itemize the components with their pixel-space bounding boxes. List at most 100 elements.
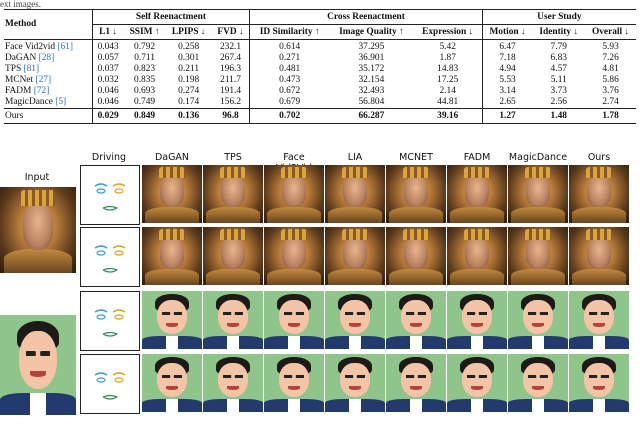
citation-link[interactable]: [72]: [33, 86, 50, 96]
result-image: [325, 291, 385, 349]
result-image: [569, 165, 629, 223]
value-cell: 66.287: [329, 108, 414, 124]
value-cell: 2.74: [602, 97, 619, 107]
citation-link[interactable]: [28]: [38, 53, 55, 63]
value-cell: 0.749: [134, 97, 156, 107]
method-label: TPS: [224, 152, 242, 163]
result-image: [508, 227, 568, 285]
value-cell: 3.73: [550, 86, 567, 96]
value-cell: 1.48: [532, 108, 586, 124]
value-cell: 3.76: [602, 86, 619, 96]
input-image-cartoon: [0, 315, 76, 415]
group-user-study: User Study: [481, 9, 636, 25]
method-header: Method: [4, 9, 93, 40]
value-cell: 37.295: [358, 42, 385, 52]
result-image: [203, 227, 263, 285]
col-overall: Overall ↓: [585, 24, 636, 40]
method-name: Ours: [5, 110, 24, 121]
method-name: FADM: [5, 86, 32, 96]
result-image: [386, 165, 446, 223]
table-row: FADM [72] 0.046 0.693 0.274 191.4 0.672 32.493…: [4, 86, 636, 97]
value-cell: 96.8: [211, 108, 250, 124]
value-cell: 0.849: [123, 108, 166, 124]
table-row: Face Vid2vid [61] 0.043 0.792 0.258 232.1 0.6…: [4, 39, 636, 54]
driving-label: Driving: [91, 152, 127, 163]
result-image: [386, 227, 446, 285]
method-name-cell: MagicDance [5]: [4, 97, 92, 109]
value-cell: 0.679: [249, 97, 330, 109]
value-cell: 0.136: [165, 108, 212, 124]
result-image: [447, 227, 507, 285]
input-label: Input: [24, 172, 50, 183]
result-image: [142, 227, 202, 285]
value-cell: 267.4: [219, 53, 242, 63]
citation-link[interactable]: [27]: [35, 75, 52, 85]
value-cell: 5.93: [602, 42, 619, 52]
table-row: TPS [81] 0.037 0.823 0.211 196.3 0.481 35.172 1…: [4, 64, 636, 75]
citation-link[interactable]: [61]: [57, 42, 74, 52]
table-body: Face Vid2vid [61] 0.043 0.792 0.258 232.1 0.6…: [4, 39, 636, 124]
method-name-cell: FADM [72]: [4, 86, 92, 97]
method-name-cell: Face Vid2vid [61]: [4, 40, 92, 54]
value-cell: 0.174: [178, 97, 200, 107]
value-cell: 35.172: [358, 64, 385, 74]
value-cell: 0.037: [91, 64, 124, 75]
result-image: [569, 291, 629, 349]
result-image: [325, 227, 385, 285]
col-fvd: FVD ↓: [211, 24, 250, 40]
method-name: MCNet: [5, 75, 34, 85]
value-cell: 44.81: [437, 97, 459, 107]
result-image: [508, 354, 568, 412]
driving-landmarks-image: [80, 291, 140, 351]
result-image: [386, 291, 446, 349]
group-self-reenactment: Self Reenactment: [91, 9, 250, 25]
result-image: [264, 227, 324, 285]
value-cell: 1.87: [439, 53, 456, 63]
method-name: MagicDance: [5, 97, 53, 107]
method-name: DaGAN: [5, 53, 37, 63]
table-group-header: Method Self Reenactment Cross Reenactmen…: [4, 9, 636, 40]
method-name: Face Vid2vid: [5, 42, 56, 52]
value-cell: 0.211: [178, 64, 200, 74]
citation-link[interactable]: [5]: [55, 97, 67, 107]
group-cross-reenactment: Cross Reenactment: [249, 9, 483, 25]
result-image: [569, 227, 629, 285]
result-image: [508, 165, 568, 223]
result-image: [203, 354, 263, 412]
result-image: [142, 354, 202, 412]
result-image: [447, 291, 507, 349]
result-image: [203, 165, 263, 223]
value-cell: 0.198: [178, 75, 200, 85]
result-image: [508, 291, 568, 349]
table-row: MagicDance [5] 0.046 0.749 0.174 156.2 0.679 5…: [4, 97, 636, 109]
value-cell: 7.18: [481, 53, 533, 64]
method-label: MCNET: [399, 152, 433, 163]
value-cell: 56.804: [358, 97, 385, 107]
driving-landmarks-image: [80, 165, 140, 225]
value-cell: 156.2: [219, 97, 242, 107]
value-cell: 17.25: [437, 75, 459, 85]
col-image-quality: Image Quality ↑: [329, 24, 414, 40]
result-image: [264, 354, 324, 412]
value-cell: 0.274: [178, 86, 200, 96]
value-cell: 0.043: [91, 39, 124, 53]
method-label: MagicDance: [508, 152, 568, 163]
col-motion: Motion ↓: [481, 24, 533, 40]
value-cell: 1.78: [585, 108, 636, 124]
method-label: DaGAN: [154, 152, 190, 163]
method-name-cell: MCNet [27]: [4, 75, 92, 86]
result-image: [569, 354, 629, 412]
value-cell: 7.26: [602, 53, 619, 63]
value-cell: 1.27: [481, 108, 533, 124]
value-cell: 0.672: [249, 86, 330, 97]
citation-link[interactable]: [81]: [23, 64, 40, 74]
driving-landmarks-image: [80, 227, 140, 287]
value-cell: 0.693: [134, 86, 156, 96]
table-row: DaGAN [28] 0.057 0.711 0.301 267.4 0.271 36.90…: [4, 53, 636, 64]
value-cell: 39.16: [413, 108, 483, 124]
value-cell: 4.81: [602, 64, 619, 74]
method-name-cell: DaGAN [28]: [4, 53, 92, 64]
value-cell: 32.493: [358, 86, 385, 96]
value-cell: 4.94: [481, 64, 533, 75]
value-cell: 4.57: [550, 64, 567, 74]
